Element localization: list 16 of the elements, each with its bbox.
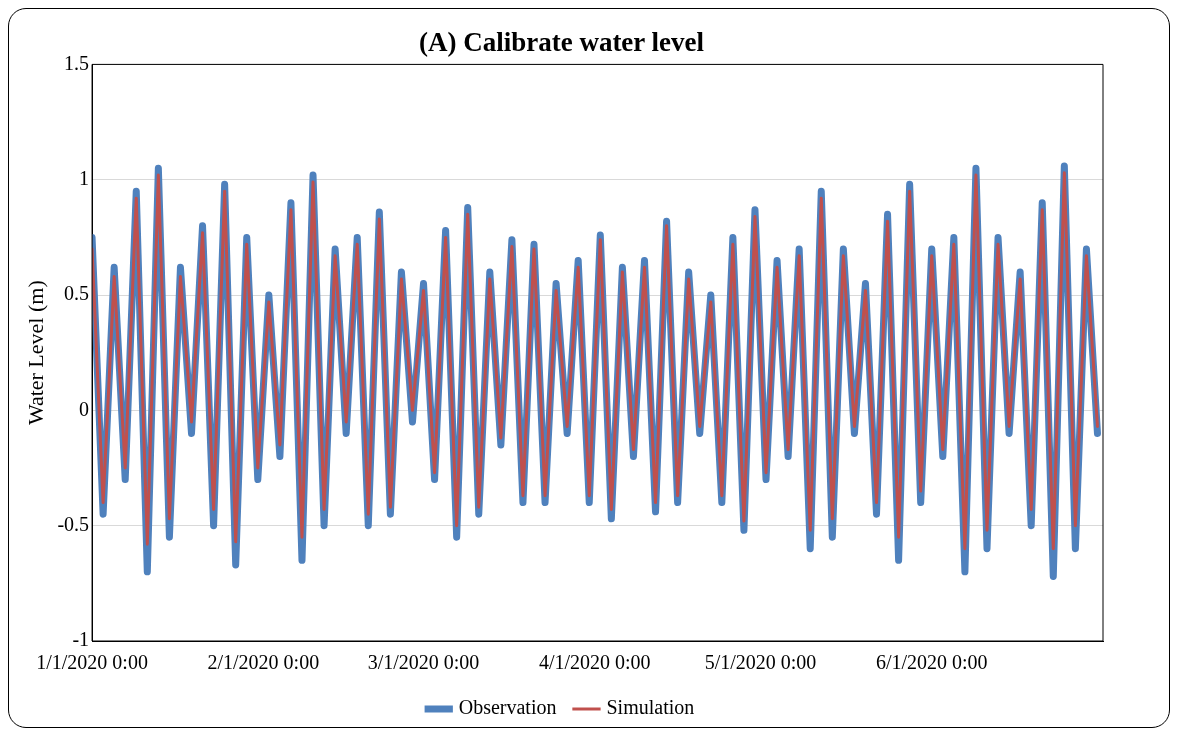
y-tick-label: 0.5 [64,282,90,305]
y-tick-label: 1 [79,166,90,189]
legend-label: Observation [458,696,557,719]
x-tick-label: 3/1/2020 0:00 [367,651,480,674]
x-tick-label: 6/1/2020 0:00 [875,651,988,674]
y-tick-label: -1 [72,628,90,651]
legend-label: Simulation [606,696,695,719]
x-tick-label: 5/1/2020 0:00 [704,651,817,674]
y-tick-label: 1.5 [64,51,90,74]
y-tick-label: -0.5 [57,512,90,535]
x-tick-label: 1/1/2020 0:00 [36,651,148,674]
chart-title: (A) Calibrate water level [418,27,705,58]
x-tick-label: 4/1/2020 0:00 [538,651,651,674]
y-tick-label: 0 [79,397,90,420]
y-axis-title: Water Level (m) [22,280,48,426]
x-tick-label: 2/1/2020 0:00 [207,651,320,674]
